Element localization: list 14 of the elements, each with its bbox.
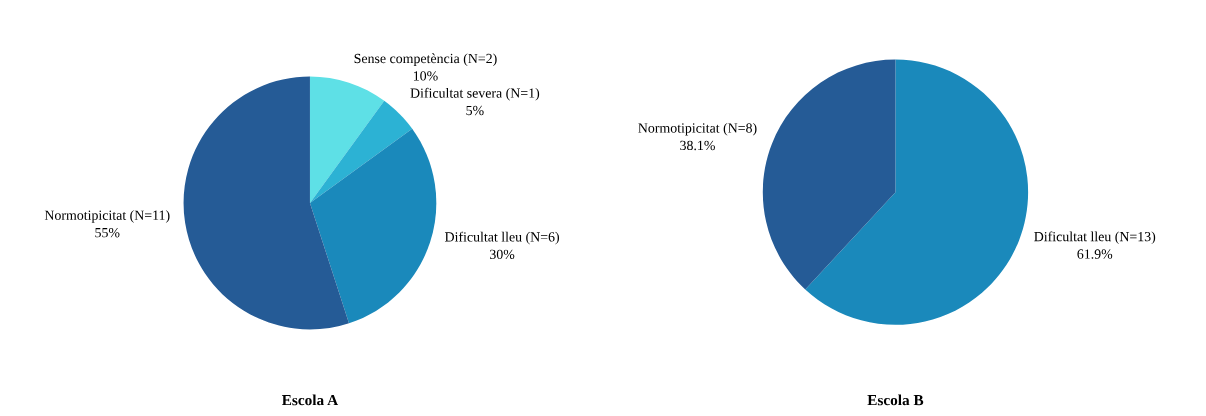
- data-label: 61.9%: [1077, 249, 1113, 259]
- text: Escola B: [867, 394, 924, 406]
- data-label: 10%: [413, 71, 438, 81]
- slice-label: Dificultat lleu (N=13): [1034, 231, 1156, 245]
- slice-label: Dificultat severa (N=1): [410, 87, 540, 101]
- data-label: 55%: [95, 227, 120, 238]
- text: Escola A: [281, 394, 339, 406]
- data-label: 38.1%: [680, 140, 715, 151]
- data-label: 30%: [490, 249, 515, 260]
- data-label: 5%: [466, 105, 484, 116]
- slice-label: Normotipicitat (N=11): [44, 210, 170, 223]
- slice-label: Sense competència (N=2): [354, 53, 497, 66]
- slice-label: Dificultat lleu (N=6): [444, 231, 560, 245]
- slice-label: Normotipicitat (N=8): [638, 122, 757, 136]
